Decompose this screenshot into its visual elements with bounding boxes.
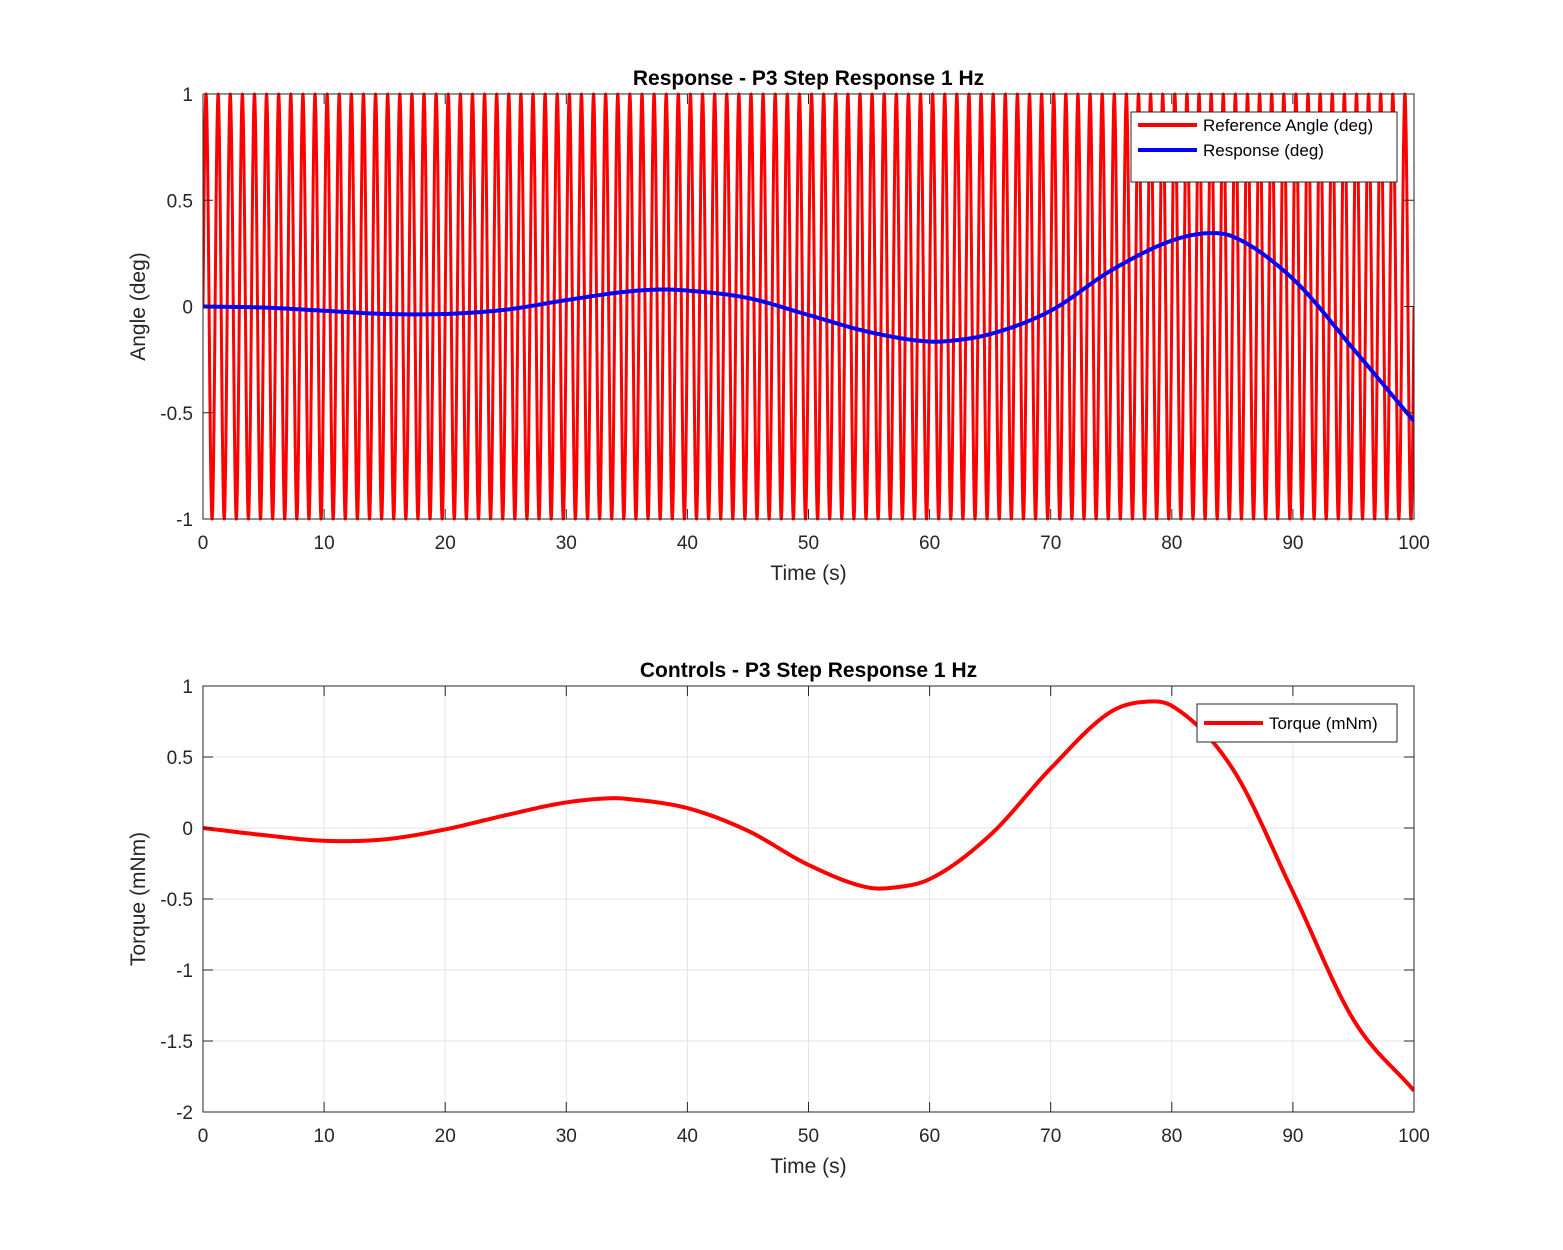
x-axis-label: Time (s) bbox=[770, 1155, 846, 1178]
x-tick-label: 10 bbox=[314, 1126, 335, 1147]
x-tick-label: 70 bbox=[1040, 1126, 1061, 1147]
x-tick-label: 90 bbox=[1282, 533, 1303, 554]
x-tick-label: 40 bbox=[677, 1126, 698, 1147]
x-tick-label: 10 bbox=[314, 533, 335, 554]
y-tick-label: -0.5 bbox=[160, 404, 193, 425]
chart-title: Response - P3 Step Response 1 Hz bbox=[633, 67, 984, 90]
legend-label: Torque (mNm) bbox=[1269, 714, 1378, 733]
x-tick-label: 20 bbox=[435, 533, 456, 554]
y-tick-label: 0 bbox=[182, 819, 193, 840]
y-tick-label: -2 bbox=[176, 1103, 193, 1124]
series-line-1 bbox=[203, 699, 1414, 1093]
legend: Reference Angle (deg) Response (deg) bbox=[1130, 111, 1398, 183]
y-tick-label: 1 bbox=[182, 677, 193, 698]
x-tick-label: 100 bbox=[1398, 1126, 1430, 1147]
x-axis-label: Time (s) bbox=[770, 562, 846, 585]
legend-label: Reference Angle (deg) bbox=[1203, 116, 1373, 135]
y-tick-label: -1 bbox=[176, 510, 193, 531]
y-axis-label: Torque (mNm) bbox=[127, 832, 150, 966]
chart-title: Controls - P3 Step Response 1 Hz bbox=[640, 659, 977, 682]
axes-2: 0 10 20 30 40 50 60 70 80 90 100 -2 -1.5 -1 -0.5 0 0.5 1 C… bbox=[127, 659, 1430, 1178]
x-tick-label: 30 bbox=[556, 533, 577, 554]
x-tick-label: 90 bbox=[1282, 1126, 1303, 1147]
y-tick-label: 0 bbox=[182, 298, 193, 319]
series-line-2 bbox=[203, 231, 1414, 423]
axes-1: 0 10 20 30 40 50 60 70 80 90 100 -1 -0.5 0 0.5 1 Respons… bbox=[127, 67, 1430, 585]
y-tick-label: 0.5 bbox=[167, 748, 193, 769]
x-tick-label: 80 bbox=[1161, 1126, 1182, 1147]
x-tick-label: 0 bbox=[198, 533, 209, 554]
x-tick-label: 60 bbox=[919, 1126, 940, 1147]
x-tick-label: 50 bbox=[798, 533, 819, 554]
x-tick-label: 80 bbox=[1161, 533, 1182, 554]
y-tick-label: 0.5 bbox=[167, 191, 193, 212]
x-tick-label: 0 bbox=[198, 1126, 209, 1147]
y-axis-label: Angle (deg) bbox=[127, 252, 150, 361]
y-tick-label: -0.5 bbox=[160, 890, 193, 911]
y-tick-label: -1 bbox=[176, 961, 193, 982]
x-tick-label: 40 bbox=[677, 533, 698, 554]
x-tick-label: 70 bbox=[1040, 533, 1061, 554]
x-tick-label: 100 bbox=[1398, 533, 1430, 554]
x-tick-label: 20 bbox=[435, 1126, 456, 1147]
y-tick-label: -1.5 bbox=[160, 1032, 193, 1053]
legend-label: Response (deg) bbox=[1203, 141, 1324, 160]
y-tick-label: 1 bbox=[182, 85, 193, 106]
x-tick-label: 50 bbox=[798, 1126, 819, 1147]
legend: Torque (mNm) bbox=[1196, 703, 1398, 743]
x-tick-label: 60 bbox=[919, 533, 940, 554]
x-tick-label: 30 bbox=[556, 1126, 577, 1147]
